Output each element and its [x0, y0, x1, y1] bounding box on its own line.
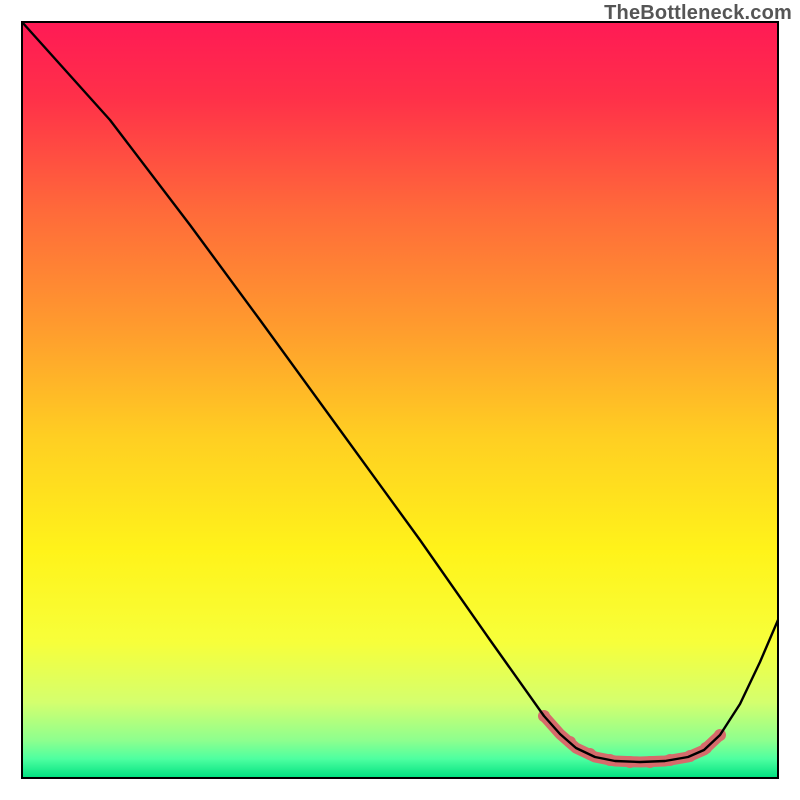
bottleneck-chart	[0, 0, 800, 800]
plot-background	[22, 22, 778, 778]
attribution-label: TheBottleneck.com	[604, 2, 792, 25]
chart-container: TheBottleneck.com	[0, 0, 800, 800]
